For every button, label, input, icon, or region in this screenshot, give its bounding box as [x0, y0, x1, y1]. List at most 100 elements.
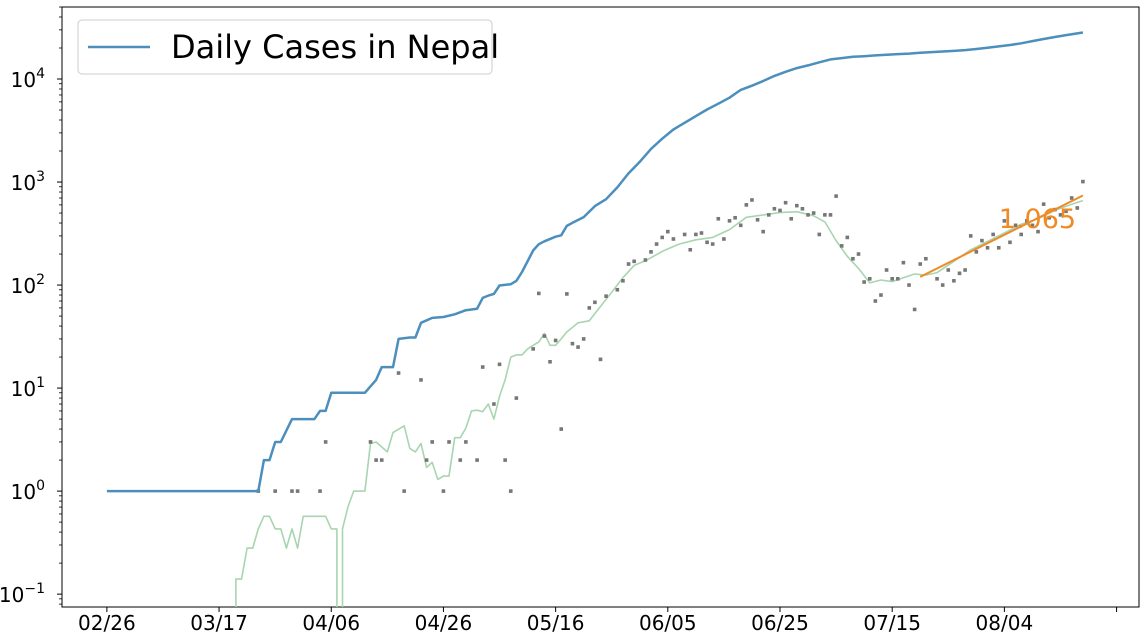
y-tick-base: 10 [11, 377, 36, 401]
daily-point [379, 458, 384, 462]
daily-point [817, 232, 822, 237]
daily-point [772, 206, 777, 211]
y-tick-label: 104 [11, 66, 45, 92]
daily-point [402, 489, 406, 493]
daily-point [862, 280, 866, 284]
daily-point [441, 489, 446, 493]
y-tick-base: 10 [11, 68, 36, 92]
x-tick-label: 02/26 [78, 611, 136, 635]
daily-point [570, 341, 575, 346]
daily-point [823, 213, 827, 217]
daily-point [918, 262, 923, 266]
smoothed-line [341, 199, 1084, 607]
legend: Daily Cases in Nepal [77, 19, 499, 75]
daily-point [901, 260, 906, 265]
x-tick-label: 06/25 [751, 611, 809, 635]
daily-point [946, 268, 951, 272]
daily-point [295, 489, 300, 493]
smoothed-series [235, 199, 1084, 607]
y-tick-exponent: 2 [36, 272, 45, 288]
daily-point [1036, 229, 1040, 234]
daily-point [671, 237, 676, 241]
fit-line [919, 194, 1084, 278]
daily-point [750, 198, 754, 202]
daily-point [722, 237, 726, 241]
daily-point [806, 213, 810, 217]
daily-point [996, 245, 1001, 250]
daily-point [716, 216, 721, 221]
daily-point [895, 277, 900, 281]
daily-point [654, 242, 659, 246]
daily-point [374, 458, 378, 462]
daily-point [795, 203, 799, 208]
daily-point [890, 277, 894, 281]
daily-point [318, 489, 322, 493]
y-tick-exponent: 4 [36, 66, 45, 82]
daily-point [710, 242, 715, 246]
daily-point [952, 278, 956, 283]
daily-point [1058, 213, 1063, 217]
x-tick-label: 05/16 [527, 611, 585, 635]
daily-point [503, 458, 507, 462]
daily-point [430, 440, 435, 444]
daily-point [738, 223, 743, 228]
daily-point [559, 427, 564, 431]
daily-point [1025, 219, 1029, 223]
daily-point [783, 200, 788, 205]
daily-point [565, 292, 569, 296]
growth-annotation: 1.065 [999, 204, 1076, 235]
daily-point [581, 337, 586, 341]
daily-point [811, 211, 816, 215]
daily-point [1041, 202, 1046, 206]
daily-point [907, 283, 911, 287]
daily-point [396, 371, 401, 375]
daily-point [884, 268, 889, 272]
daily-point [475, 458, 479, 462]
daily-point [1081, 179, 1085, 184]
daily-point [447, 440, 451, 444]
x-tick-label: 07/15 [863, 611, 921, 635]
daily-point [834, 194, 838, 198]
daily-point [542, 334, 547, 338]
daily-point [464, 440, 468, 444]
daily-point [514, 396, 519, 400]
x-tick-label: 06/05 [639, 611, 697, 635]
daily-point [649, 250, 653, 254]
daily-point [626, 262, 631, 266]
daily-point [576, 345, 580, 349]
daily-point [1075, 206, 1080, 210]
x-tick-label: 04/26 [415, 611, 473, 635]
daily-point [985, 245, 990, 250]
daily-point [867, 277, 872, 281]
daily-point [935, 277, 939, 281]
y-minor-ticks [59, 6, 62, 605]
daily-point [828, 213, 833, 217]
daily-point [851, 256, 855, 261]
daily-point [912, 307, 917, 312]
daily-point [536, 291, 541, 296]
daily-point [290, 489, 294, 493]
y-tick-exponent: 0 [36, 478, 45, 494]
y-tick-base: 10 [0, 583, 24, 607]
daily-point [598, 357, 603, 362]
daily-point [924, 256, 928, 261]
daily-point [1064, 209, 1068, 214]
cumulative-series [106, 31, 1084, 493]
daily-point [368, 440, 373, 444]
daily-point [879, 293, 883, 297]
y-tick-label: 103 [11, 169, 45, 195]
y-tick-label: 102 [11, 272, 45, 298]
fit-series [919, 194, 1084, 278]
daily-point [789, 216, 794, 221]
x-axis: 02/26 03/17 04/06 04/26 05/16 06/05 06/25 07/15… [78, 607, 1118, 635]
daily-point [1030, 223, 1035, 228]
daily-point [682, 232, 687, 237]
x-tick-label: 04/06 [302, 611, 360, 635]
daily-point [587, 306, 592, 310]
daily-point [660, 235, 665, 240]
daily-point [497, 362, 502, 367]
daily-point [492, 402, 496, 406]
